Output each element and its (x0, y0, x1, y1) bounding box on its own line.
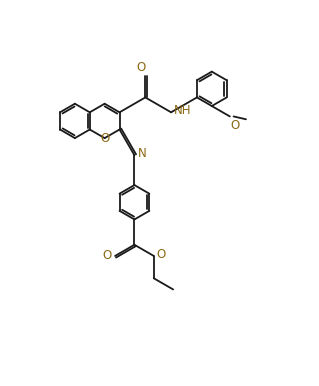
Text: O: O (230, 119, 240, 132)
Text: NH: NH (174, 104, 192, 117)
Text: O: O (103, 249, 112, 262)
Text: O: O (100, 132, 109, 145)
Text: O: O (156, 248, 165, 261)
Text: N: N (138, 147, 147, 160)
Text: O: O (136, 61, 145, 74)
